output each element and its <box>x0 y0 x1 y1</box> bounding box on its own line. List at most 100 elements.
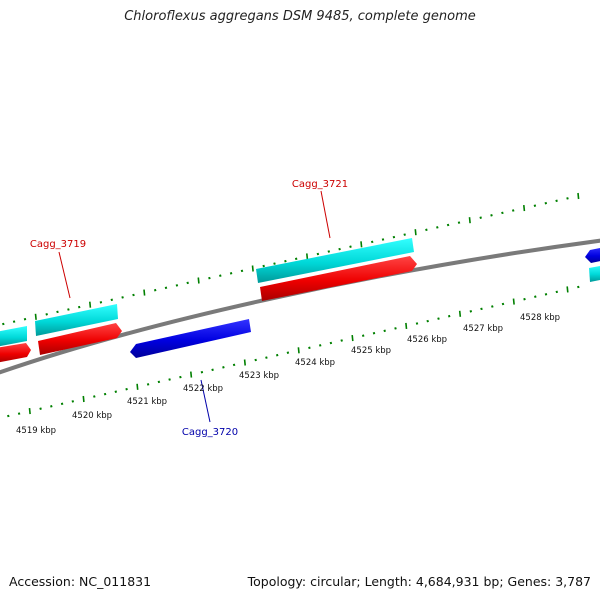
gene-arrow-cagg-3721[interactable] <box>260 256 417 301</box>
minor-tick <box>232 363 236 367</box>
minor-tick <box>329 341 333 345</box>
scale-label: 4527 kbp <box>463 324 503 334</box>
cds-feature-cagg-3719[interactable] <box>35 304 118 336</box>
gene-label-cagg-3721[interactable]: Cagg_3721 <box>292 179 348 190</box>
minor-tick <box>153 288 157 292</box>
minor-tick <box>469 310 473 313</box>
minor-tick <box>240 269 244 273</box>
major-tick <box>89 301 92 308</box>
cds-feature-cagg-3721[interactable] <box>256 238 414 283</box>
minor-tick <box>125 387 128 391</box>
cds-feature-right-edge[interactable] <box>589 265 600 282</box>
minor-tick <box>544 293 548 296</box>
minor-tick <box>479 216 482 219</box>
major-tick <box>360 241 363 248</box>
minor-tick <box>490 214 493 217</box>
scale-label: 4521 kbp <box>127 397 167 407</box>
minor-tick <box>501 302 505 306</box>
minor-tick <box>566 197 569 200</box>
minor-tick <box>555 290 559 294</box>
minor-tick <box>447 314 451 318</box>
minor-tick <box>200 370 204 374</box>
minor-tick <box>262 264 265 268</box>
major-tick <box>577 192 580 200</box>
minor-tick <box>2 322 5 326</box>
minor-tick <box>370 240 374 244</box>
minor-tick <box>318 344 322 347</box>
gene-label-cagg-3720[interactable]: Cagg_3720 <box>182 427 238 438</box>
scale-label: 4522 kbp <box>183 384 223 394</box>
map-title: Chloroflexus aggregans DSM 9485, complet… <box>124 9 476 24</box>
leader-line-cagg-3721 <box>320 190 331 239</box>
minor-tick <box>208 276 211 280</box>
major-tick <box>34 313 37 320</box>
minor-tick <box>446 223 450 227</box>
minor-tick <box>457 221 461 224</box>
scale-label: 4519 kbp <box>16 426 56 436</box>
minor-tick <box>491 305 494 308</box>
gene-arrow-right-edge[interactable] <box>585 247 600 263</box>
minor-tick <box>308 346 311 350</box>
major-tick <box>243 359 246 366</box>
minor-tick <box>45 313 48 316</box>
gene-arrow-cagg-3719[interactable] <box>38 323 122 355</box>
major-tick <box>512 298 515 305</box>
minor-tick <box>222 366 225 369</box>
minor-tick <box>114 390 118 393</box>
minor-tick <box>523 297 526 301</box>
minor-tick <box>286 351 290 354</box>
major-tick <box>468 217 471 224</box>
minor-tick <box>168 378 171 381</box>
minor-tick <box>132 293 135 297</box>
gene-arrow-left-edge[interactable] <box>0 343 31 363</box>
minor-tick <box>103 392 107 396</box>
major-tick <box>28 408 31 415</box>
genome-summary-text: Topology: circular; Length: 4,684,931 bp… <box>247 574 591 589</box>
gene-arrow-cagg-3720[interactable] <box>130 319 251 358</box>
gene-label-cagg-3719[interactable]: Cagg_3719 <box>30 239 86 250</box>
minor-tick <box>372 331 376 335</box>
minor-tick <box>316 252 320 256</box>
minor-tick <box>361 334 365 337</box>
minor-tick <box>403 233 406 236</box>
scale-label: 4525 kbp <box>351 346 391 356</box>
scale-label: 4526 kbp <box>407 335 447 345</box>
minor-tick <box>436 226 439 229</box>
major-tick <box>306 253 309 260</box>
accession-text: Accession: NC_011831 <box>9 574 152 589</box>
minor-tick <box>12 320 16 323</box>
minor-tick <box>511 209 515 212</box>
minor-tick <box>157 380 161 384</box>
minor-tick <box>425 228 428 232</box>
minor-tick <box>338 247 341 251</box>
major-tick <box>566 286 569 293</box>
minor-tick <box>555 199 558 203</box>
major-tick <box>143 289 146 296</box>
minor-tick <box>394 327 397 330</box>
minor-tick <box>533 204 537 207</box>
minor-tick <box>175 284 179 287</box>
minor-tick <box>99 301 103 304</box>
minor-tick <box>544 201 548 205</box>
minor-tick <box>77 305 81 309</box>
minor-tick <box>229 272 233 275</box>
major-tick <box>405 322 408 329</box>
minor-tick <box>437 317 440 320</box>
minor-tick <box>67 308 70 311</box>
minor-tick <box>219 274 222 277</box>
minor-tick <box>146 383 150 386</box>
minor-tick <box>284 259 287 263</box>
cds-feature-left-edge[interactable] <box>0 326 27 347</box>
leader-line-cagg-3719 <box>58 251 71 299</box>
minor-tick <box>340 339 343 342</box>
minor-tick <box>121 296 124 299</box>
minor-tick <box>7 414 10 418</box>
minor-tick <box>60 402 64 406</box>
major-tick <box>251 265 254 272</box>
minor-tick <box>415 322 419 325</box>
minor-tick <box>501 211 504 215</box>
scale-label: 4523 kbp <box>239 371 279 381</box>
minor-tick <box>93 395 96 398</box>
minor-tick <box>273 262 276 265</box>
